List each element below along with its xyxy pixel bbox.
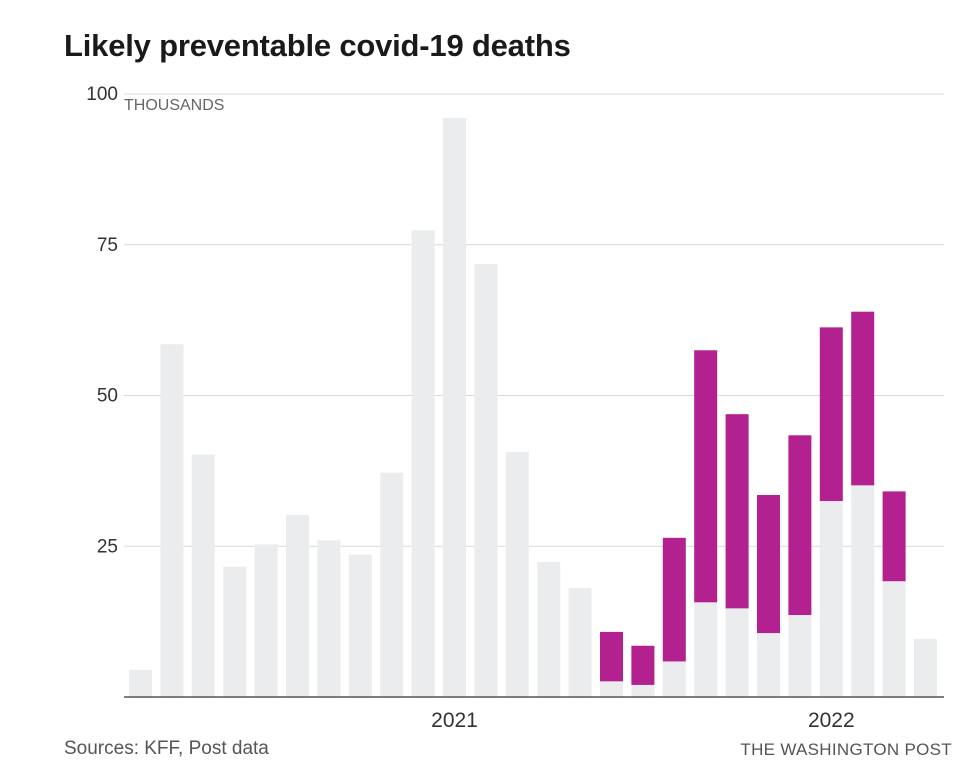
bar-preventable (725, 414, 749, 609)
bar-preventable (600, 631, 623, 682)
bar-base (191, 454, 215, 697)
bar-preventable (662, 537, 686, 662)
bar-base (348, 554, 372, 697)
bar-base (788, 614, 812, 697)
bar-preventable (851, 311, 875, 486)
bar-base (662, 661, 686, 697)
y-tick-label: 100 (86, 84, 118, 105)
y-tick-label: 25 (97, 536, 118, 557)
y-tick-label: 50 (97, 386, 118, 407)
bar-preventable (819, 327, 843, 502)
bar-preventable (631, 645, 655, 685)
bar-base (129, 669, 152, 697)
bar-base (914, 639, 937, 697)
bar-base (160, 344, 184, 697)
bar-preventable (788, 435, 812, 615)
y-tick-label: 75 (97, 235, 118, 256)
chart-title: Likely preventable covid-19 deaths (64, 28, 571, 63)
credit-note: THE WASHINGTON POST (740, 740, 952, 759)
bar-base (694, 602, 718, 697)
bar-preventable (757, 494, 780, 634)
bar-base (505, 452, 529, 697)
bar-base (223, 566, 247, 697)
bar-preventable (882, 491, 906, 582)
bar-base (819, 501, 843, 697)
y-tick-labels: 100 75 50 25 (86, 84, 118, 557)
bar-base (317, 540, 341, 697)
bar-base (600, 681, 623, 697)
bar-base (725, 608, 749, 697)
x-tick-label: 2022 (808, 709, 855, 732)
bar-base (851, 485, 875, 697)
bar-base (757, 633, 780, 697)
bar-base (380, 472, 404, 697)
bar-base (474, 264, 498, 697)
bar-base (254, 544, 278, 697)
bar-base (411, 230, 435, 697)
x-tick-label: 2021 (431, 709, 478, 732)
bar-base (537, 561, 561, 697)
source-note: Sources: KFF, Post data (64, 738, 269, 759)
bar-base (443, 118, 466, 698)
y-unit-label: THOUSANDS (124, 97, 224, 114)
bar-base (286, 514, 309, 697)
x-tick-labels: 2021 2022 (431, 709, 855, 732)
bars (129, 118, 937, 698)
bar-base (631, 684, 655, 697)
bar-base (882, 581, 906, 697)
bar-base (568, 587, 592, 697)
bar-preventable (694, 350, 718, 603)
